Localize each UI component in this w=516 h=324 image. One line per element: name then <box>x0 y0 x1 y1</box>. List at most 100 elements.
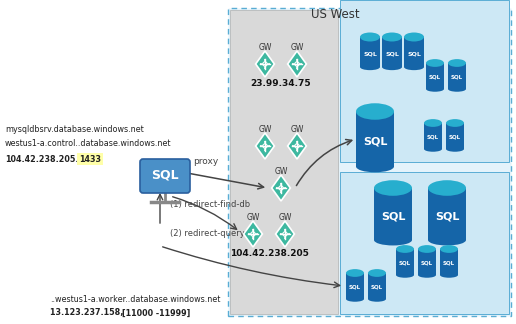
Ellipse shape <box>374 235 412 246</box>
Ellipse shape <box>449 60 464 66</box>
Ellipse shape <box>396 245 414 253</box>
Ellipse shape <box>425 120 441 126</box>
Text: ..westus1-a.worker..database.windows.net: ..westus1-a.worker..database.windows.net <box>50 295 220 305</box>
Text: mysqldbsrv.database.windows.net: mysqldbsrv.database.windows.net <box>5 124 144 133</box>
Text: 13.123.237.158,: 13.123.237.158, <box>50 308 126 318</box>
Text: SQL: SQL <box>371 285 383 290</box>
Text: SQL: SQL <box>363 51 377 56</box>
Ellipse shape <box>404 64 424 70</box>
FancyBboxPatch shape <box>368 273 386 299</box>
Text: GW: GW <box>275 167 288 176</box>
Ellipse shape <box>359 106 391 117</box>
Ellipse shape <box>424 119 442 127</box>
Ellipse shape <box>448 59 466 67</box>
Text: SQL: SQL <box>427 135 439 140</box>
FancyBboxPatch shape <box>426 63 444 89</box>
FancyBboxPatch shape <box>346 273 364 299</box>
Text: SQL: SQL <box>429 75 441 80</box>
FancyBboxPatch shape <box>340 0 509 162</box>
Text: SQL: SQL <box>381 212 405 222</box>
Text: 1433: 1433 <box>79 155 101 164</box>
FancyBboxPatch shape <box>424 123 442 149</box>
Polygon shape <box>271 175 291 201</box>
Text: SQL: SQL <box>363 137 387 147</box>
Text: (2) redirect-query: (2) redirect-query <box>170 229 245 238</box>
Text: SQL: SQL <box>421 261 433 266</box>
Ellipse shape <box>418 272 436 278</box>
FancyBboxPatch shape <box>356 111 394 167</box>
Ellipse shape <box>418 245 436 253</box>
Ellipse shape <box>426 59 444 67</box>
Ellipse shape <box>368 269 386 277</box>
Ellipse shape <box>424 146 442 152</box>
Ellipse shape <box>360 64 380 70</box>
Text: GW: GW <box>246 213 260 222</box>
FancyBboxPatch shape <box>404 37 424 67</box>
FancyBboxPatch shape <box>428 188 466 240</box>
Text: GW: GW <box>259 124 272 133</box>
FancyBboxPatch shape <box>382 37 402 67</box>
Ellipse shape <box>447 120 463 126</box>
FancyBboxPatch shape <box>140 159 190 193</box>
Text: 104.42.238.205.: 104.42.238.205. <box>5 155 78 164</box>
Ellipse shape <box>428 180 466 196</box>
Text: (1) redirect-find-db: (1) redirect-find-db <box>170 200 250 209</box>
FancyBboxPatch shape <box>340 172 509 314</box>
Ellipse shape <box>356 103 394 120</box>
Text: 23.99.34.75: 23.99.34.75 <box>251 79 311 88</box>
FancyBboxPatch shape <box>418 249 436 275</box>
Ellipse shape <box>346 296 364 302</box>
Polygon shape <box>287 133 307 159</box>
Text: GW: GW <box>291 124 304 133</box>
Ellipse shape <box>441 246 457 252</box>
FancyBboxPatch shape <box>374 188 412 240</box>
Ellipse shape <box>356 161 394 172</box>
Text: SQL: SQL <box>385 51 399 56</box>
Ellipse shape <box>346 269 364 277</box>
Ellipse shape <box>382 32 402 41</box>
Ellipse shape <box>374 180 412 196</box>
FancyBboxPatch shape <box>230 10 338 314</box>
Ellipse shape <box>404 32 424 41</box>
Ellipse shape <box>362 34 379 40</box>
Ellipse shape <box>369 270 384 276</box>
Polygon shape <box>244 221 262 247</box>
Ellipse shape <box>406 34 423 40</box>
Text: SQL: SQL <box>451 75 463 80</box>
Ellipse shape <box>440 272 458 278</box>
Ellipse shape <box>347 270 363 276</box>
Ellipse shape <box>368 296 386 302</box>
Ellipse shape <box>446 146 464 152</box>
Ellipse shape <box>377 182 409 193</box>
Ellipse shape <box>448 86 466 92</box>
Ellipse shape <box>446 119 464 127</box>
Text: westus1-a.control..database.windows.net: westus1-a.control..database.windows.net <box>5 140 171 148</box>
FancyBboxPatch shape <box>440 249 458 275</box>
Text: proxy: proxy <box>193 157 218 167</box>
Polygon shape <box>255 133 275 159</box>
Text: SQL: SQL <box>443 261 455 266</box>
FancyBboxPatch shape <box>448 63 466 89</box>
Ellipse shape <box>420 246 434 252</box>
Ellipse shape <box>397 246 413 252</box>
Ellipse shape <box>383 34 400 40</box>
Polygon shape <box>255 51 275 77</box>
Text: GW: GW <box>278 213 292 222</box>
Ellipse shape <box>427 60 443 66</box>
Ellipse shape <box>440 245 458 253</box>
Text: SQL: SQL <box>399 261 411 266</box>
FancyBboxPatch shape <box>396 249 414 275</box>
FancyBboxPatch shape <box>228 8 511 316</box>
Ellipse shape <box>431 182 463 193</box>
Text: SQL: SQL <box>449 135 461 140</box>
Polygon shape <box>276 221 294 247</box>
Text: [11000 -11999]: [11000 -11999] <box>122 308 190 318</box>
Ellipse shape <box>382 64 402 70</box>
Text: GW: GW <box>259 42 272 52</box>
Text: GW: GW <box>291 42 304 52</box>
Text: 104.42.238.205: 104.42.238.205 <box>230 249 309 259</box>
Text: SQL: SQL <box>349 285 361 290</box>
Ellipse shape <box>396 272 414 278</box>
Ellipse shape <box>428 235 466 246</box>
Text: SQL: SQL <box>151 168 179 181</box>
